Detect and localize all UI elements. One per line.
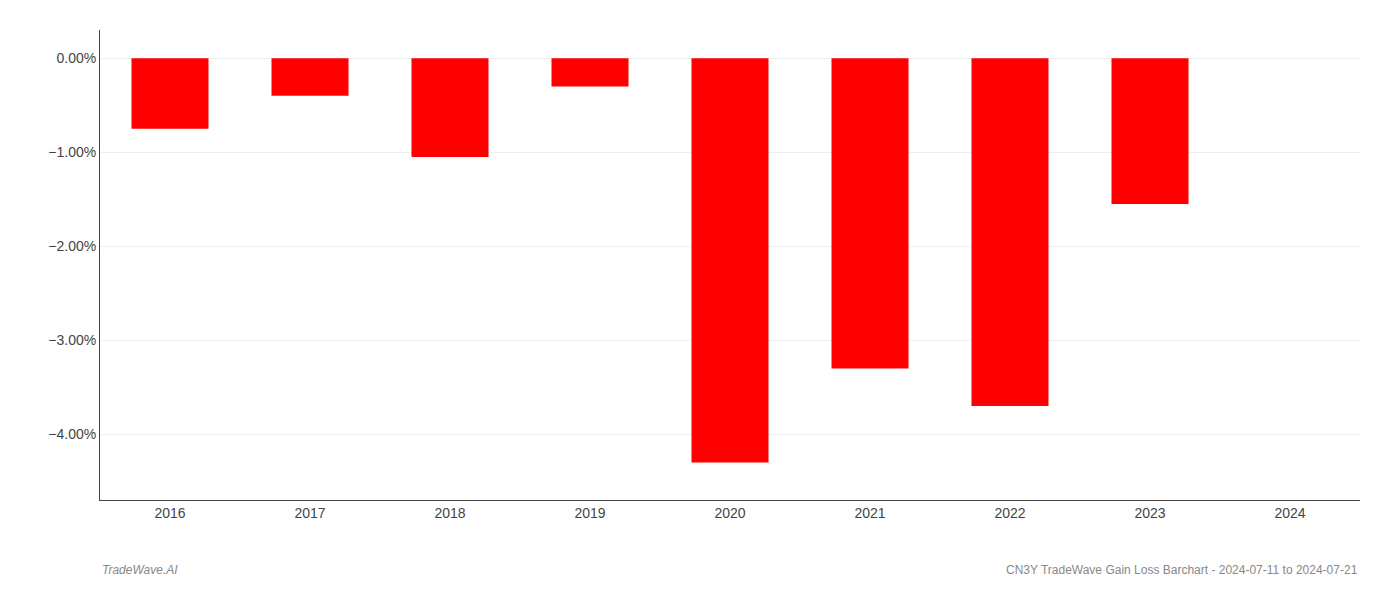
svg-text:2024: 2024	[1274, 505, 1305, 521]
svg-text:−3.00%: −3.00%	[48, 332, 96, 348]
svg-text:2020: 2020	[714, 505, 745, 521]
svg-text:2019: 2019	[574, 505, 605, 521]
svg-text:2017: 2017	[294, 505, 325, 521]
svg-text:−4.00%: −4.00%	[48, 426, 96, 442]
svg-text:2022: 2022	[994, 505, 1025, 521]
svg-text:2016: 2016	[154, 505, 185, 521]
svg-text:2021: 2021	[854, 505, 885, 521]
svg-text:TradeWave.AI: TradeWave.AI	[102, 563, 178, 577]
svg-text:CN3Y TradeWave Gain Loss Barch: CN3Y TradeWave Gain Loss Barchart - 2024…	[1006, 563, 1358, 577]
svg-text:2023: 2023	[1134, 505, 1165, 521]
svg-text:−2.00%: −2.00%	[48, 238, 96, 254]
svg-text:−1.00%: −1.00%	[48, 144, 96, 160]
svg-text:0.00%: 0.00%	[56, 50, 96, 66]
svg-text:2018: 2018	[434, 505, 465, 521]
